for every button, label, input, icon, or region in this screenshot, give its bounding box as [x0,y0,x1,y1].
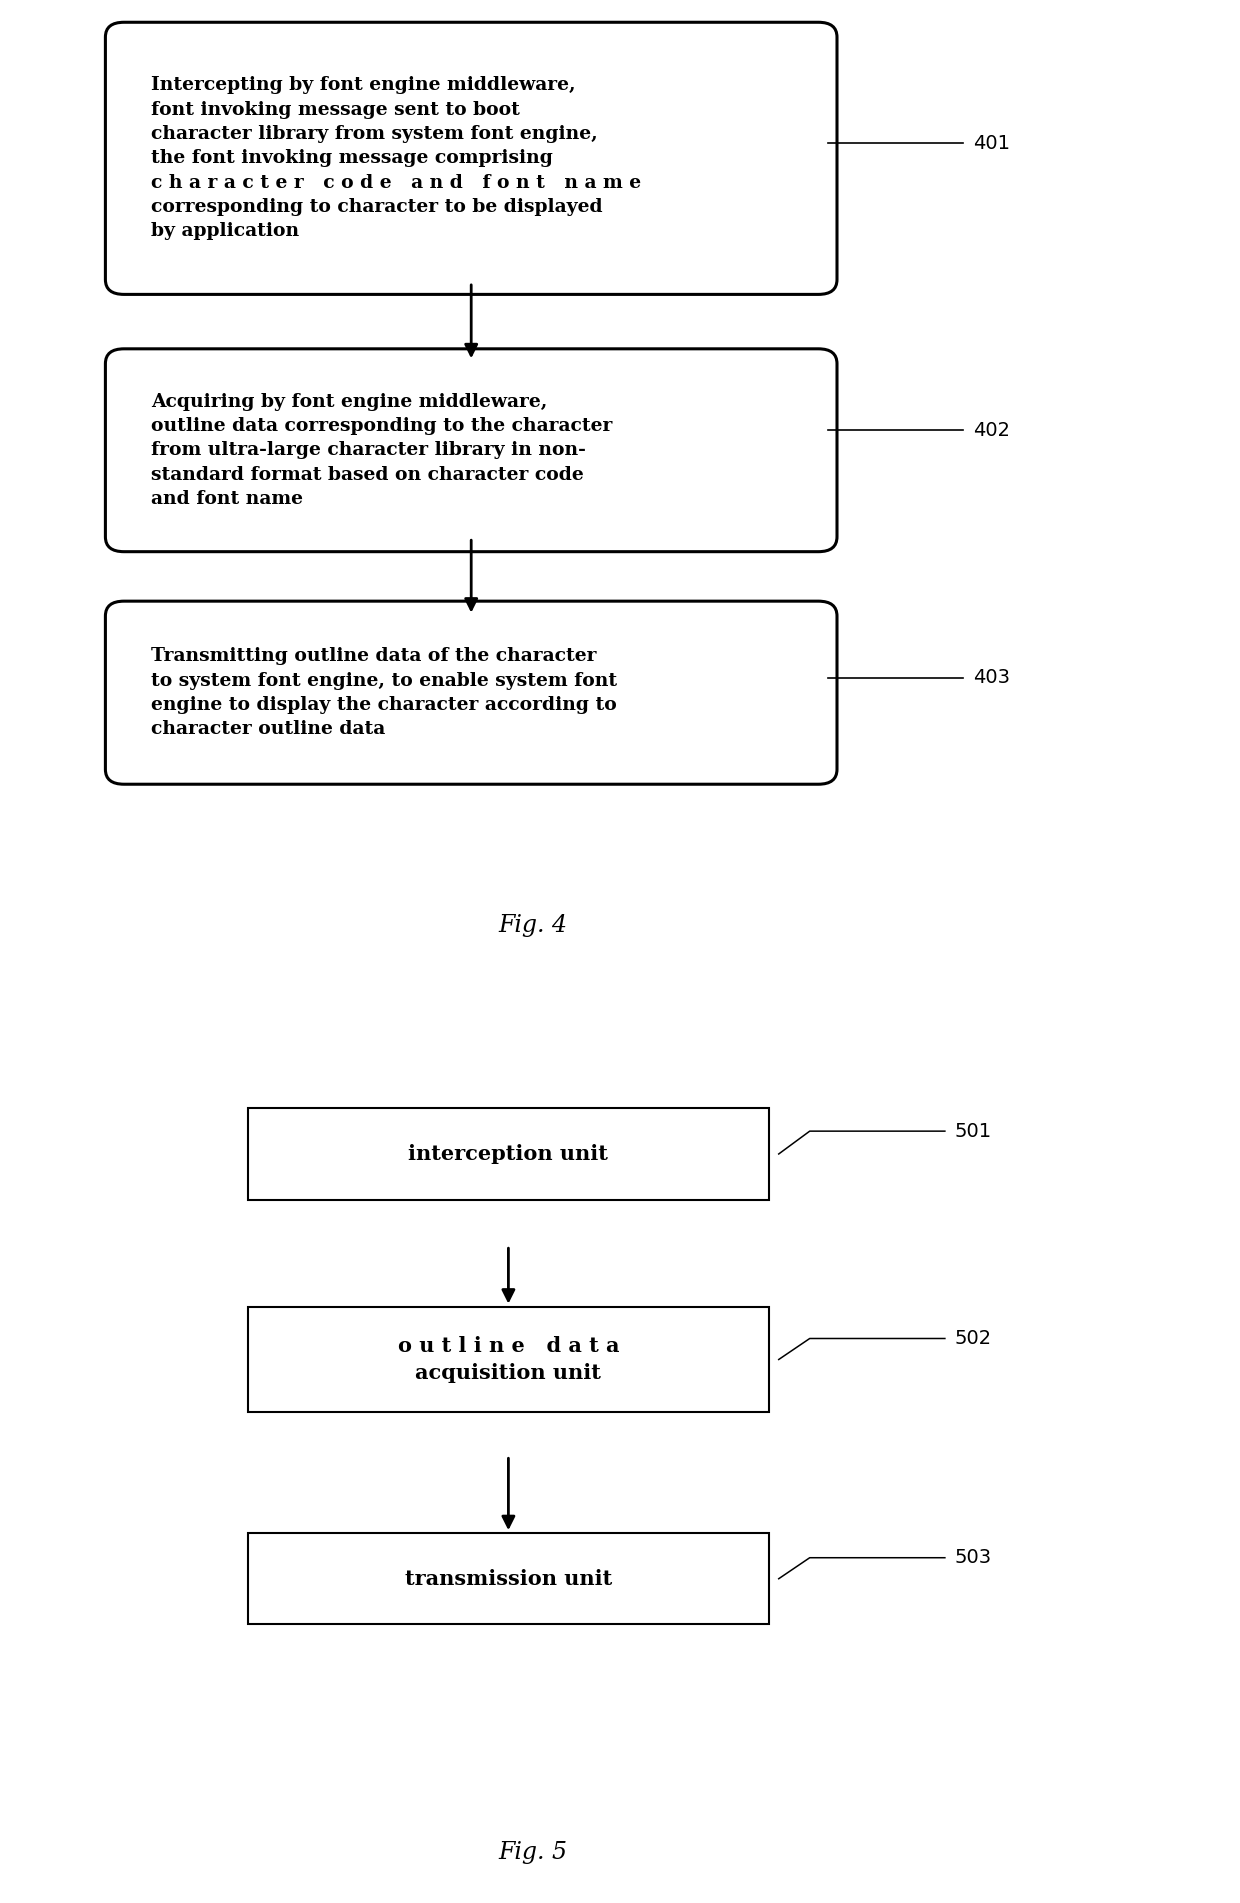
FancyBboxPatch shape [105,348,837,552]
Text: Fig. 4: Fig. 4 [498,913,568,936]
FancyBboxPatch shape [105,601,837,784]
Text: transmission unit: transmission unit [404,1568,613,1589]
FancyBboxPatch shape [248,1534,769,1625]
Text: Transmitting outline data of the character
to system font engine, to enable syst: Transmitting outline data of the charact… [151,647,618,738]
Text: 503: 503 [955,1549,992,1568]
Text: 502: 502 [955,1328,992,1347]
FancyBboxPatch shape [248,1108,769,1199]
Text: 401: 401 [973,133,1011,152]
Text: Intercepting by font engine middleware,
font invoking message sent to boot
chara: Intercepting by font engine middleware, … [151,76,641,240]
Text: interception unit: interception unit [408,1144,609,1165]
Text: o u t l i n e   d a t a
acquisition unit: o u t l i n e d a t a acquisition unit [398,1336,619,1383]
FancyBboxPatch shape [248,1307,769,1412]
Text: 403: 403 [973,668,1011,687]
Text: 402: 402 [973,421,1011,440]
Text: Acquiring by font engine middleware,
outline data corresponding to the character: Acquiring by font engine middleware, out… [151,392,613,508]
FancyBboxPatch shape [105,23,837,295]
Text: Fig. 5: Fig. 5 [498,1842,568,1865]
Text: 501: 501 [955,1121,992,1140]
